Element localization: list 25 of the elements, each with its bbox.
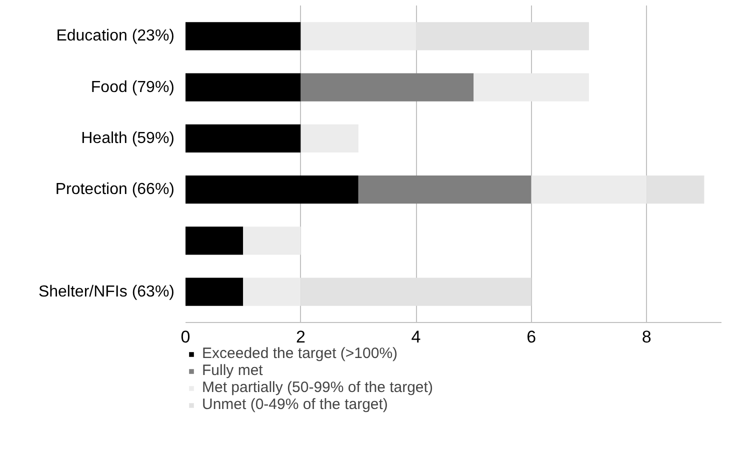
x-tick-label: 2 xyxy=(296,328,306,346)
bar xyxy=(186,73,301,102)
x-tick-label: 8 xyxy=(642,328,652,346)
bar xyxy=(358,176,532,204)
x-tick-label: 0 xyxy=(180,328,190,346)
y-tick-label: Health (59%) xyxy=(81,130,174,147)
y-tick-label: Food (79%) xyxy=(90,78,174,96)
legend-label: Met partially (50-99% of the target) xyxy=(202,379,433,396)
bar xyxy=(300,73,474,102)
legend-label: Fully met xyxy=(202,362,263,379)
bar xyxy=(300,124,358,152)
bar xyxy=(474,73,589,102)
y-tick-label: Education (23%) xyxy=(56,28,175,45)
bar xyxy=(186,278,244,306)
bar xyxy=(243,226,301,255)
bar xyxy=(186,22,301,50)
legend-label: Unmet (0-49% of the target) xyxy=(202,396,388,413)
bar xyxy=(186,226,244,255)
x-tick-label: 6 xyxy=(526,328,536,346)
y-tick-label: Protection (66%) xyxy=(55,181,175,198)
y-tick-label: Shelter/NFIs (63%) xyxy=(38,283,175,300)
bar xyxy=(186,124,301,152)
bar xyxy=(186,176,358,204)
x-tick-label: 4 xyxy=(411,328,421,346)
legend-label: Exceeded the target (>100%) xyxy=(202,345,398,362)
